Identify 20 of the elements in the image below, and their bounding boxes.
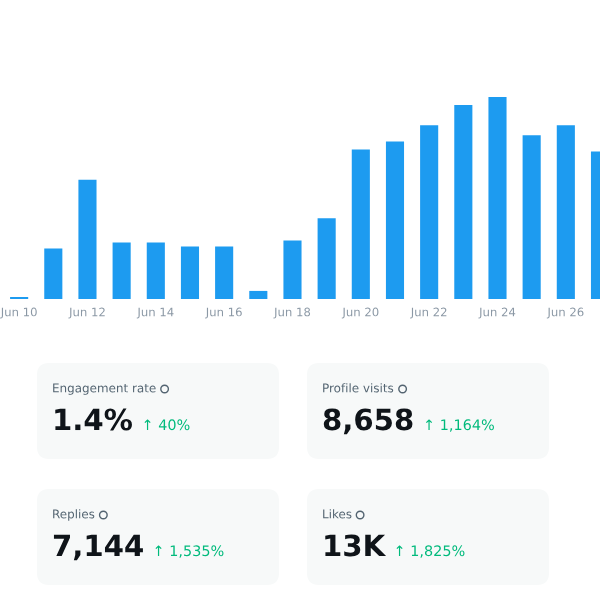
- bar: [385, 141, 405, 299]
- text: 8,658: [323, 408, 413, 435]
- bar: [454, 105, 473, 299]
- bar: [112, 242, 131, 299]
- bar: [249, 290, 268, 299]
- bar: [283, 240, 302, 299]
- bar: [180, 246, 200, 299]
- text: 1.4%: [55, 408, 132, 431]
- bar: [78, 179, 97, 299]
- text: 13K: [325, 534, 387, 557]
- text: 7,144: [53, 534, 143, 561]
- bar: [317, 218, 336, 299]
- bar: [146, 242, 165, 299]
- bar: [556, 125, 575, 299]
- bar: [215, 246, 234, 299]
- bar: [44, 248, 63, 299]
- bar: [522, 135, 541, 299]
- bar: [488, 96, 507, 299]
- bar: [351, 149, 370, 299]
- bar: [420, 125, 439, 299]
